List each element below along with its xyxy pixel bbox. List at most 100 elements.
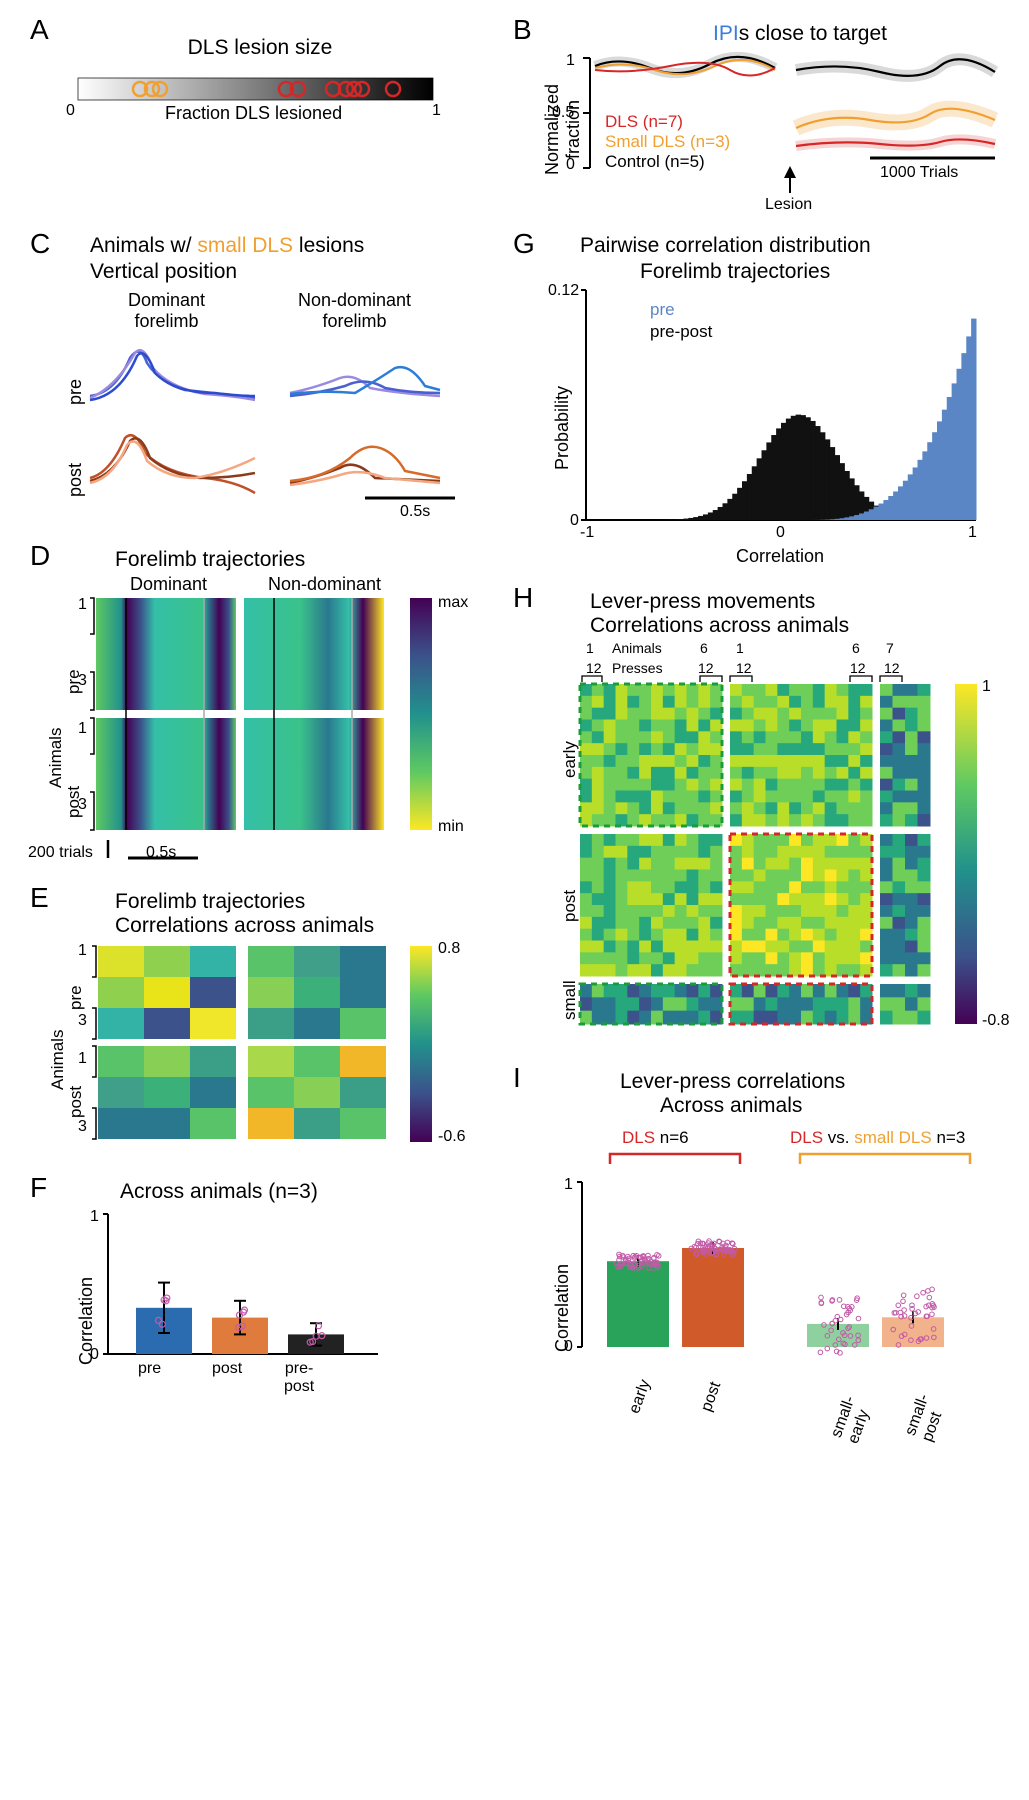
h-small: small: [560, 980, 580, 1020]
panel-d-cbar: [410, 598, 432, 830]
h-t1b: 1: [736, 640, 744, 656]
d-dom: Dominant: [130, 574, 207, 595]
h-cmin: -0.8: [982, 1012, 1010, 1030]
panel-g-title2: Forelimb trajectories: [640, 260, 830, 284]
d-trials: 200 trials: [28, 844, 93, 862]
panel-d-letter: D: [30, 540, 50, 572]
b-leg-ctrl: Control (n=5): [605, 152, 705, 172]
e-a1b: 1: [78, 1050, 87, 1068]
panel-b-letter: B: [513, 14, 532, 46]
i-x4: small- post: [902, 1392, 950, 1444]
panel-e-title1: Forelimb trajectories: [115, 890, 305, 914]
d-a1a: 1: [78, 596, 87, 614]
i-x2: post: [698, 1380, 725, 1415]
d-scale: 0.5s: [146, 844, 176, 862]
panel-c-letter: C: [30, 228, 50, 260]
panel-e-cbar: [410, 946, 432, 1142]
d-min: min: [438, 818, 464, 836]
g-x1: 1: [968, 524, 977, 542]
d-a1b: 1: [78, 720, 87, 738]
panel-d-heat: [96, 598, 396, 838]
e-a3a: 3: [78, 1012, 87, 1030]
i-x1: early: [626, 1377, 655, 1416]
i-dls-n: n=6: [655, 1128, 689, 1147]
d-animals: Animals: [46, 728, 66, 788]
e-post: post: [66, 1086, 86, 1118]
f-y1: 1: [90, 1208, 99, 1226]
c-t1b: small DLS: [197, 234, 293, 257]
b-scale: 1000 Trials: [880, 164, 958, 182]
c-t1c: lesions: [293, 234, 364, 257]
g-xm1: -1: [580, 524, 594, 542]
i-dls2: DLS: [790, 1128, 823, 1147]
h-t6b: 6: [852, 640, 860, 656]
i-dlsvs: DLS vs. small DLS n=3: [790, 1128, 965, 1148]
h-anim: Animals: [612, 640, 662, 656]
panel-e-letter: E: [30, 882, 49, 914]
panel-d-title: Forelimb trajectories: [115, 548, 305, 572]
b-ylabel: Normalized fraction: [542, 84, 584, 175]
panel-a-gradient: [78, 78, 433, 100]
i-y1: 1: [564, 1176, 573, 1194]
i-small: small DLS: [854, 1128, 931, 1147]
c-nondom: Non-dominant forelimb: [298, 290, 411, 332]
ipi-label: IPI: [713, 22, 739, 45]
c-post: post: [65, 463, 86, 497]
panel-i-letter: I: [513, 1062, 521, 1094]
b-lesion: Lesion: [765, 196, 812, 214]
panel-e-matrix: [98, 946, 398, 1142]
f-x2: post: [212, 1360, 242, 1378]
panel-g-hist: [586, 290, 986, 540]
i-x3: small- early: [828, 1394, 876, 1446]
panel-h-cbar: [955, 684, 977, 1024]
i-brackets: [590, 1150, 990, 1168]
panel-c-title1: Animals w/ small DLS lesions: [90, 234, 490, 258]
panel-g-title1: Pairwise correlation distribution: [580, 234, 871, 258]
panel-g-letter: G: [513, 228, 535, 260]
g-xlabel: Correlation: [736, 546, 824, 567]
d-max: max: [438, 594, 468, 612]
i-smalln: n=3: [932, 1128, 966, 1147]
e-pre: pre: [66, 985, 86, 1010]
g-x0: 0: [776, 524, 785, 542]
g-y0: 0: [570, 512, 579, 530]
i-dls-red: DLS: [622, 1128, 655, 1147]
panel-e-title2: Correlations across animals: [115, 914, 374, 938]
h-cmax: 1: [982, 678, 991, 696]
h-t1a: 1: [586, 640, 594, 656]
e-animals: Animals: [48, 1030, 68, 1090]
g-y12: 0.12: [548, 282, 579, 300]
panel-f-title: Across animals (n=3): [120, 1180, 318, 1204]
panel-h-matrix: [580, 684, 940, 1024]
c-pre: pre: [65, 379, 86, 405]
i-vs: vs.: [823, 1128, 854, 1147]
h-early: early: [560, 741, 580, 778]
panel-c-title2: Vertical position: [90, 260, 490, 284]
panel-i-title2: Across animals: [660, 1094, 802, 1118]
panel-f-letter: F: [30, 1172, 47, 1204]
f-y0: 0: [90, 1346, 99, 1364]
panel-i-bars: [582, 1182, 992, 1382]
panel-h-title1: Lever-press movements: [590, 590, 815, 614]
h-post: post: [560, 890, 580, 922]
b-leg-dls: DLS (n=7): [605, 112, 683, 132]
panel-i-title1: Lever-press correlations: [620, 1070, 845, 1094]
f-x3: pre- post: [284, 1360, 314, 1396]
i-dls: DLS n=6: [622, 1128, 689, 1148]
panel-a-tick0: 0: [66, 102, 75, 120]
panel-a-tick1: 1: [432, 102, 441, 120]
d-a3b: 3: [78, 796, 87, 814]
panel-a-title: DLS lesion size: [130, 36, 390, 60]
f-x1: pre: [138, 1360, 161, 1378]
g-ylabel: Probability: [552, 386, 573, 470]
ipi-suffix: s close to target: [739, 22, 887, 45]
h-t6a: 6: [700, 640, 708, 656]
panel-a-letter: A: [30, 14, 49, 46]
h-t7: 7: [886, 640, 894, 656]
panel-h-letter: H: [513, 582, 533, 614]
d-nondom: Non-dominant: [268, 574, 381, 595]
e-a3b: 3: [78, 1118, 87, 1136]
i-y0: 0: [564, 1338, 573, 1356]
e-a1a: 1: [78, 942, 87, 960]
c-scale: 0.5s: [400, 503, 430, 521]
